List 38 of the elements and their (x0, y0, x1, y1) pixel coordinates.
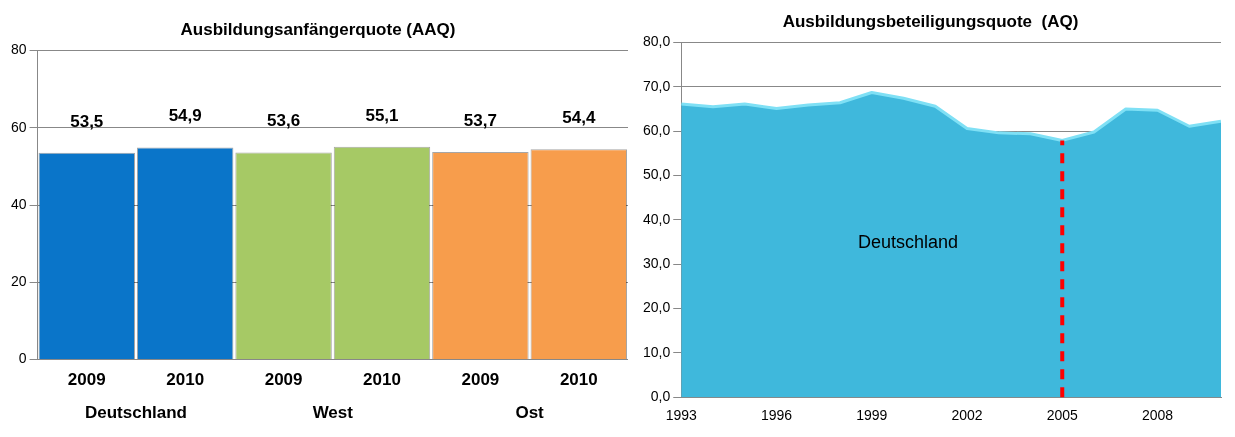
y-tick-label: 70,0 (643, 77, 671, 94)
x-tick-label: 2009 (461, 370, 500, 390)
y-tick-label: 40,0 (643, 210, 671, 227)
y-tick-label: 0,0 (650, 388, 671, 405)
data-label: 55,1 (365, 105, 399, 125)
y-tick-label: 50,0 (643, 166, 671, 183)
x-tick-label: 1996 (760, 407, 793, 424)
text: Deutschland (84, 403, 187, 422)
chart-title: Ausbildungsbeteiligungsquote (AQ) (782, 11, 1079, 31)
x-tick-label: 1999 (856, 407, 888, 424)
y-tick-label: 20,0 (643, 299, 671, 316)
data-label: 54,4 (562, 108, 596, 128)
y-tick-label: 80 (10, 41, 27, 58)
x-tick-label: 1993 (665, 407, 698, 424)
y-tick-label: 30,0 (643, 255, 671, 272)
y-tick-label: 0 (18, 350, 27, 367)
y-tick-label: 60 (10, 118, 27, 135)
text: West (312, 403, 354, 422)
data-label: 54,9 (168, 106, 202, 126)
y-tick-label: 10,0 (643, 343, 671, 360)
data-label: 53,7 (463, 111, 497, 131)
x-tick-label: 2002 (951, 407, 983, 424)
text: Ost (515, 403, 545, 422)
x-tick-label: 2010 (559, 370, 598, 390)
x-tick-label: 2008 (1141, 407, 1174, 424)
series-label: Deutschland (857, 232, 958, 253)
x-tick-label: 2009 (67, 370, 106, 390)
y-tick-label: 20 (10, 273, 27, 290)
chart-title: Ausbildungsanfängerquote (AAQ) (180, 19, 456, 39)
y-tick-label: 60,0 (643, 121, 671, 138)
x-tick-label: 2009 (264, 370, 303, 390)
x-tick-label: 2010 (166, 370, 205, 390)
x-tick-label: 2010 (363, 370, 401, 390)
y-tick-label: 40 (10, 195, 27, 212)
data-label: 53,5 (70, 111, 104, 131)
data-label: 53,6 (267, 111, 301, 131)
x-tick-label: 2005 (1046, 407, 1079, 424)
y-tick-label: 80,0 (643, 33, 671, 50)
